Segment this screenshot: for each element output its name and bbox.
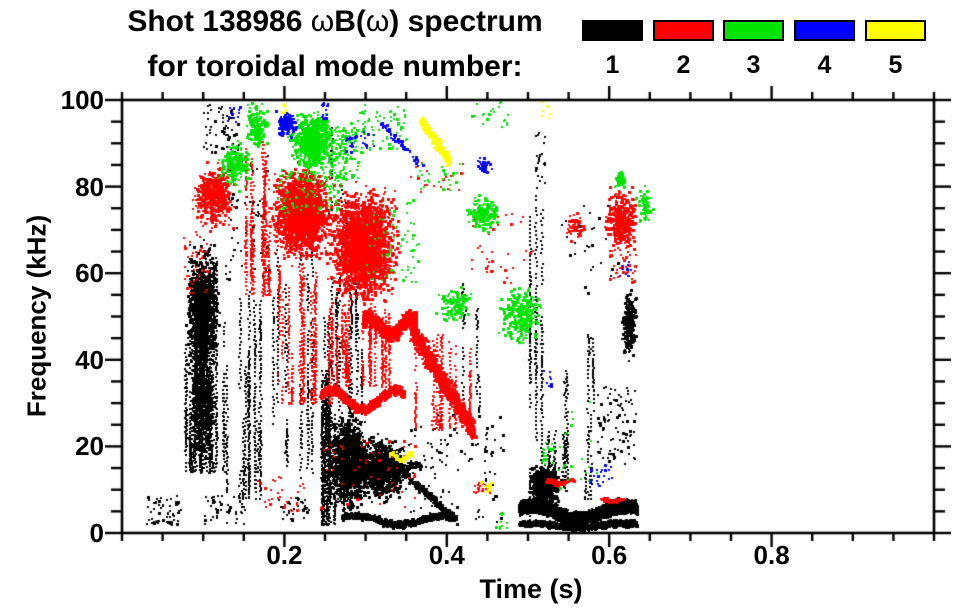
x-tick-label: 0.4 [428, 540, 465, 570]
legend-label-n1: 1 [605, 51, 620, 79]
x-tick-label: 0.2 [266, 540, 303, 570]
y-axis-title: Frequency (kHz) [21, 214, 52, 418]
x-tick-label: 0.6 [591, 540, 628, 570]
y-tick-label: 20 [75, 431, 104, 462]
y-tick-label: 80 [75, 171, 104, 202]
omega-symbol: ω [310, 5, 335, 38]
legend-swatch-n3 [723, 20, 784, 41]
legend-label-n4: 4 [817, 51, 832, 79]
chart-title-part: ) spectrum [389, 5, 543, 38]
x-tick-label: 0.8 [753, 540, 790, 570]
chart-subtitle: for toroidal mode number: [147, 50, 523, 83]
legend-swatch-n2 [653, 20, 714, 41]
y-tick-label: 40 [75, 344, 104, 375]
x-axis-title: Time (s) [479, 574, 583, 604]
legend-swatch-n4 [794, 20, 855, 41]
legend-label-n5: 5 [888, 51, 903, 79]
y-tick-label: 0 [89, 518, 104, 548]
chart-title: Shot 138986 ωB(ω) spectrum [100, 5, 570, 39]
legend-swatch-n5 [865, 20, 926, 41]
chart-title-part: Shot 138986 [127, 5, 311, 38]
omega-symbol: ω [365, 5, 390, 38]
legend-label-n2: 2 [676, 51, 691, 79]
y-tick-label: 100 [60, 85, 104, 115]
legend-swatch-n1 [582, 20, 643, 41]
chart-title-part: B( [334, 5, 366, 38]
legend-label-n3: 3 [746, 51, 761, 79]
y-tick-label: 60 [75, 258, 104, 289]
